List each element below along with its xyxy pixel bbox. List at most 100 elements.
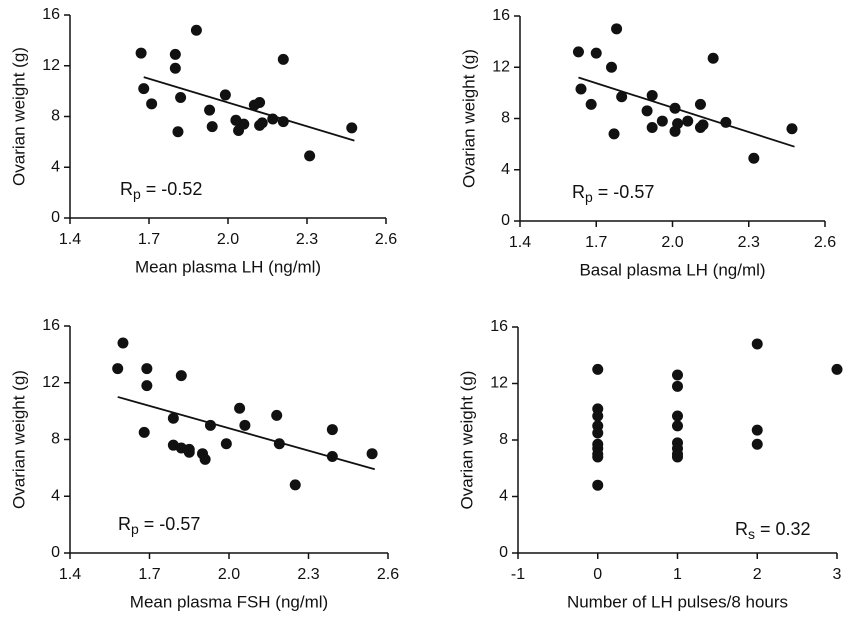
- point: [592, 410, 604, 422]
- point: [585, 98, 597, 110]
- y-tick-label: 0: [51, 209, 60, 226]
- point: [141, 363, 153, 375]
- y-tick-label: 12: [42, 374, 60, 391]
- x-axis-label: Mean plasma FSH (ng/ml): [130, 592, 328, 611]
- annotation-symbol: R: [572, 182, 585, 202]
- point: [592, 451, 604, 463]
- point: [219, 89, 231, 101]
- annotation-symbol: R: [120, 179, 133, 199]
- annotation-text: = 0.32: [755, 519, 811, 539]
- fit-line: [143, 76, 355, 142]
- point: [169, 62, 181, 74]
- point: [273, 438, 285, 450]
- point: [707, 52, 719, 64]
- point: [199, 453, 211, 465]
- annotation: Rp = -0.57: [572, 182, 654, 205]
- panel: 0 4 8 12 16 1.4 1.7 2.0 2.3 2.6 Mean plasma LH (ng…: [9, 6, 397, 276]
- x-tick-label: 2.6: [814, 234, 836, 251]
- annotation-text: = -0.52: [141, 179, 203, 199]
- x-tick-label: 1.7: [585, 234, 607, 251]
- point: [167, 412, 179, 424]
- annotation-subscript: p: [131, 521, 139, 537]
- point: [135, 47, 147, 59]
- point: [611, 23, 623, 35]
- point: [172, 126, 184, 138]
- y-tick-label: 0: [51, 544, 60, 561]
- y-axis-label: Ovarian weight (g): [9, 47, 28, 186]
- point: [592, 363, 604, 375]
- point: [146, 98, 158, 110]
- x-tick-label: 1.4: [509, 234, 531, 251]
- y-tick-label: 4: [501, 161, 510, 178]
- y-tick-label: 4: [499, 488, 508, 505]
- y-tick-label: 0: [499, 544, 508, 561]
- x-tick-label: 2.6: [377, 566, 399, 583]
- annotation-symbol: R: [118, 514, 131, 534]
- point: [175, 370, 187, 382]
- y-tick-label: 16: [42, 6, 60, 23]
- x-tick-label: 2.0: [217, 231, 239, 248]
- x-tick-label: 2.3: [738, 234, 760, 251]
- y-tick-label: 12: [492, 58, 510, 75]
- point: [672, 451, 683, 463]
- point: [366, 448, 378, 460]
- annotation-symbol: R: [735, 519, 748, 539]
- point: [169, 48, 181, 60]
- point: [326, 451, 338, 463]
- fit-line: [578, 76, 795, 148]
- x-tick-label: 2.0: [218, 566, 240, 583]
- point: [592, 479, 604, 491]
- annotation: Rp = -0.52: [120, 179, 202, 202]
- y-tick-label: 16: [42, 317, 60, 334]
- panel: 0 4 8 12 16 1.4 1.7 2.0 2.3 2.6 Basal plasma LH (n…: [459, 7, 836, 279]
- x-tick-label: 1.4: [59, 231, 81, 248]
- y-tick-label: 12: [490, 375, 508, 392]
- point: [141, 380, 153, 392]
- point: [590, 47, 602, 59]
- point: [326, 424, 338, 436]
- point: [672, 420, 683, 432]
- x-tick-label: 3: [833, 566, 842, 583]
- point: [575, 83, 587, 95]
- point: [112, 363, 124, 375]
- y-tick-label: 0: [501, 212, 510, 229]
- y-tick-label: 8: [51, 431, 60, 448]
- point: [234, 402, 246, 414]
- point: [592, 427, 604, 439]
- point: [204, 419, 216, 431]
- point: [117, 337, 129, 349]
- x-tick-label: 1.4: [59, 566, 81, 583]
- y-tick-label: 8: [499, 431, 508, 448]
- point: [204, 104, 216, 116]
- point: [672, 369, 683, 381]
- point: [304, 150, 316, 162]
- point: [672, 410, 683, 422]
- annotation-text: = -0.57: [593, 182, 655, 202]
- point: [831, 363, 843, 375]
- x-axis-label: Mean plasma LH (ng/ml): [135, 257, 321, 276]
- annotation-subscript: p: [133, 186, 141, 202]
- y-axis-label: Ovarian weight (g): [457, 371, 476, 510]
- x-tick-label: 2.0: [661, 234, 683, 251]
- point: [682, 115, 694, 127]
- x-tick-label: 1.7: [138, 566, 160, 583]
- point: [672, 118, 684, 130]
- point: [138, 83, 150, 95]
- point: [751, 438, 763, 450]
- panel: 0 4 8 12 16 1.4 1.7 2.0 2.3 2.6 Mean plasma FSH (n…: [9, 317, 399, 611]
- point: [239, 419, 251, 431]
- point: [256, 117, 268, 129]
- annotation-text: = -0.57: [139, 514, 201, 534]
- y-tick-label: 8: [51, 108, 60, 125]
- y-tick-label: 16: [492, 7, 510, 24]
- point: [190, 24, 202, 36]
- point: [175, 91, 187, 103]
- point: [206, 121, 218, 133]
- point: [277, 53, 289, 65]
- point: [254, 97, 266, 109]
- point: [720, 116, 732, 128]
- annotation: Rs = 0.32: [735, 519, 811, 542]
- y-tick-label: 12: [42, 57, 60, 74]
